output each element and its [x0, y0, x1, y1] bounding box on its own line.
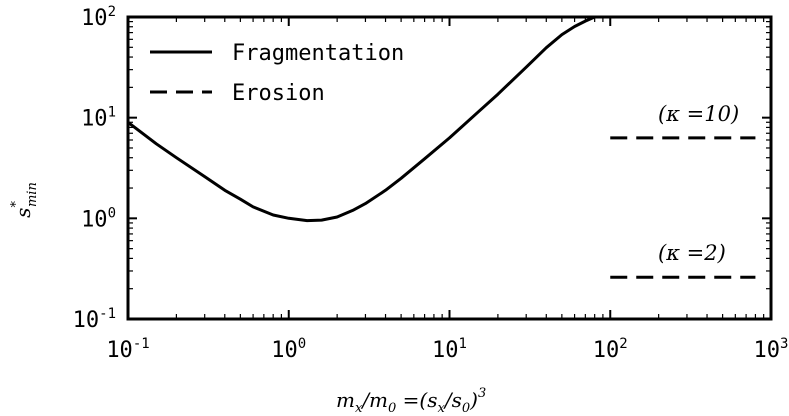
y-tick-label: 101: [81, 105, 116, 132]
annotation-kappa-10: (κ =10): [658, 102, 739, 126]
y-tick-label: 100: [81, 205, 116, 232]
x-tick-label: 10-1: [106, 336, 149, 363]
plot-frame: [126, 15, 773, 321]
x-tick-label: 101: [432, 336, 467, 363]
x-tick-label: 100: [271, 336, 306, 363]
plot-area: [126, 15, 773, 321]
annotation-kappa-2: (κ =2): [658, 241, 726, 265]
series-line-fragmentation: [127, 15, 596, 223]
series-layer: [127, 15, 756, 279]
y-axis-label: s*min: [9, 182, 40, 218]
ticks-layer: 10-1 100 101 102 103 10-1 100 101 102: [73, 4, 789, 363]
y-tick-label: 10-1: [73, 306, 116, 333]
legend: Fragmentation Erosion: [150, 41, 404, 106]
y-tick-label: 102: [81, 4, 116, 31]
legend-label-erosion: Erosion: [232, 81, 325, 106]
x-tick-label: 102: [593, 336, 628, 363]
x-tick-label: 103: [754, 336, 789, 363]
x-axis-label: mx/m0 =(sx/s0)3: [336, 386, 486, 416]
legend-label-fragmentation: Fragmentation: [232, 41, 404, 66]
